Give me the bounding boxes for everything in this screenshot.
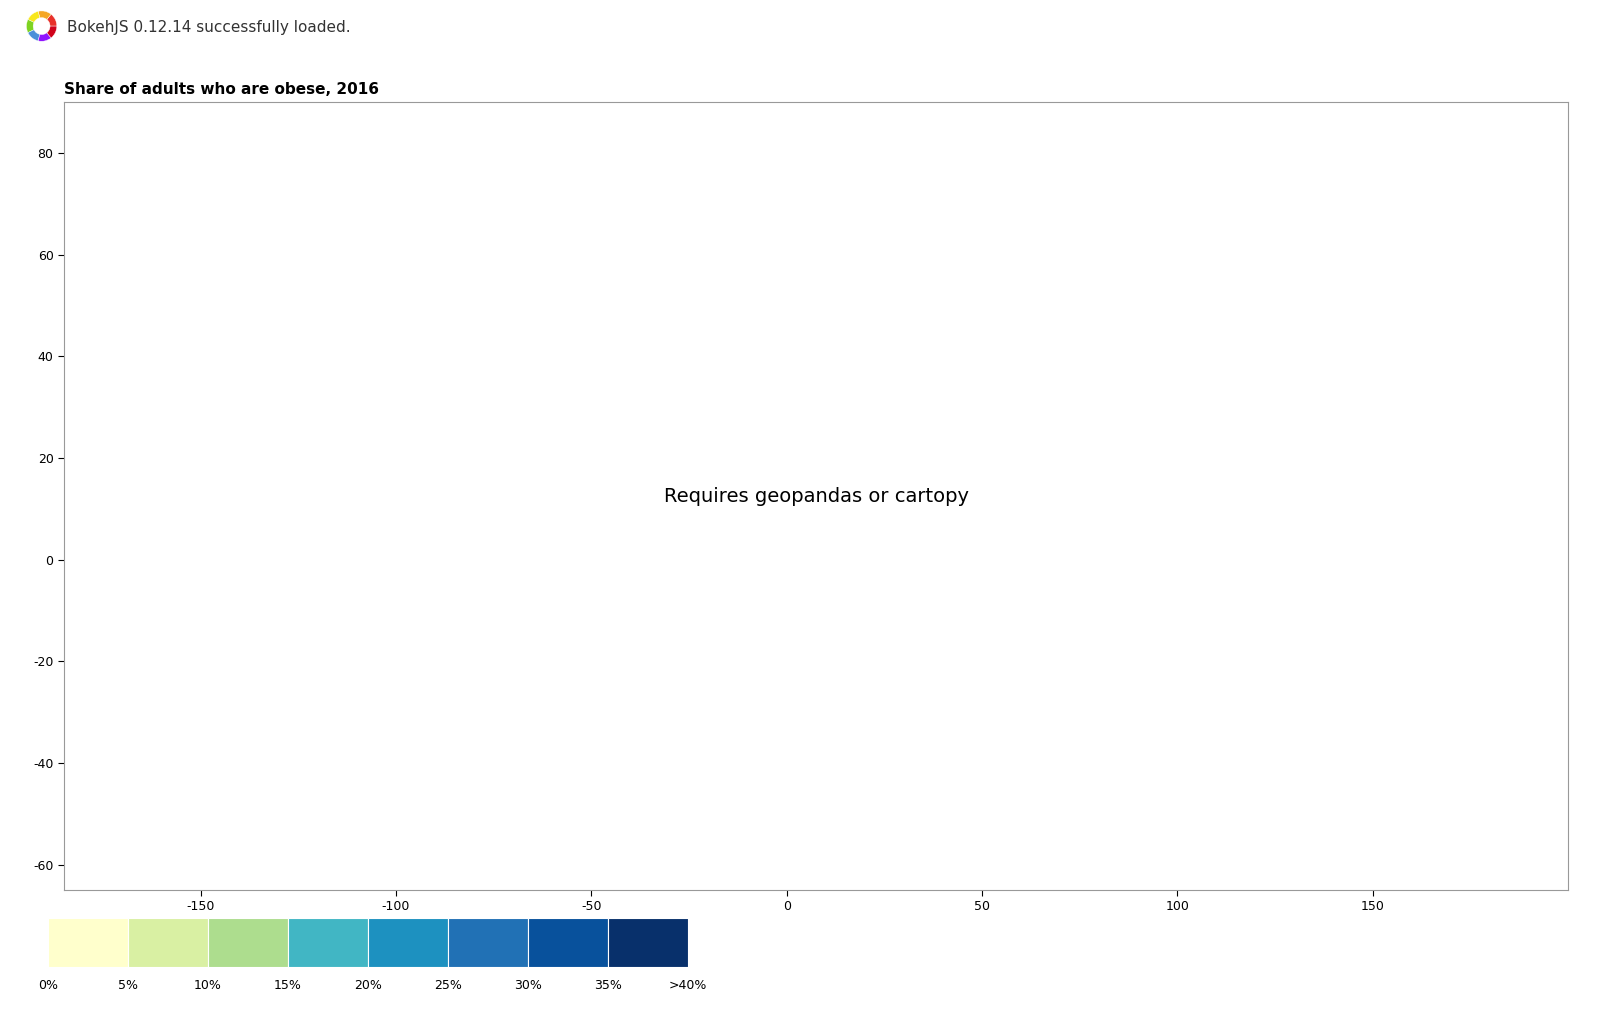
Wedge shape [46,14,56,26]
Wedge shape [27,30,40,41]
Bar [208,918,288,967]
Text: 10%: 10% [194,979,222,992]
Bar [368,918,448,967]
Bar [448,918,528,967]
Bar [128,918,208,967]
Text: 20%: 20% [354,979,382,992]
Text: Requires geopandas or cartopy: Requires geopandas or cartopy [664,487,968,505]
Text: >40%: >40% [669,979,707,992]
Bar [528,918,608,967]
Text: 0%: 0% [38,979,58,992]
Bar [608,918,688,967]
Text: 5%: 5% [118,979,138,992]
Wedge shape [46,26,56,38]
Wedge shape [38,33,51,41]
Wedge shape [27,11,40,23]
Wedge shape [38,11,51,19]
Text: Share of adults who are obese, 2016: Share of adults who are obese, 2016 [64,82,379,97]
Bar [288,918,368,967]
Text: BokehJS 0.12.14 successfully loaded.: BokehJS 0.12.14 successfully loaded. [67,20,350,35]
Wedge shape [27,19,34,33]
Text: 25%: 25% [434,979,462,992]
Text: 15%: 15% [274,979,302,992]
Text: 35%: 35% [594,979,622,992]
Bar [48,918,128,967]
Text: 30%: 30% [514,979,542,992]
